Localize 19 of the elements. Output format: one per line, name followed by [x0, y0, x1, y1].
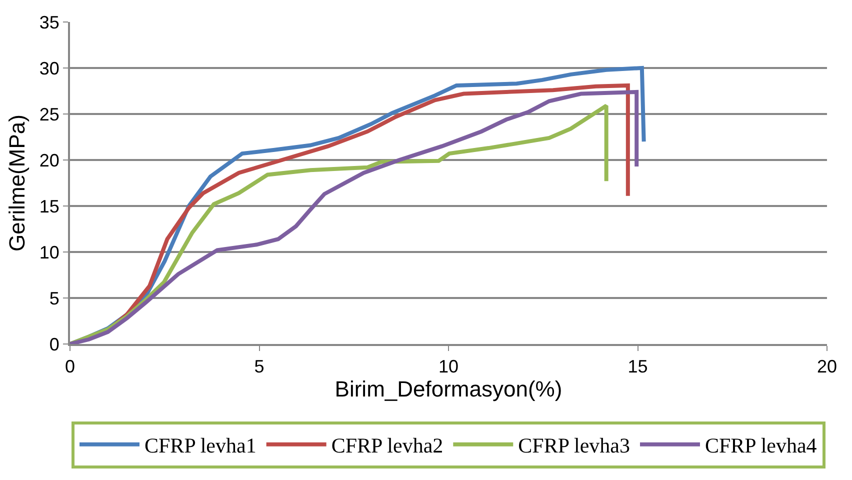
y-tick-label: 20: [39, 150, 60, 170]
y-tick-label: 0: [49, 334, 60, 354]
x-tick-label: 15: [628, 356, 648, 377]
legend-label: CFRP levha1: [144, 434, 256, 458]
legend-label: CFRP levha4: [704, 434, 818, 458]
x-tick-label: 20: [816, 356, 838, 377]
y-tick-label: 15: [39, 196, 60, 216]
y-tick-label: 35: [39, 12, 60, 32]
y-tick-label: 30: [39, 58, 60, 78]
y-tick-label: 5: [49, 288, 60, 308]
legend-label: CFRP levha3: [518, 434, 630, 458]
y-tick-label: 25: [39, 104, 60, 124]
y-tick-label: 10: [39, 242, 60, 262]
y-axis-title: Gerilme(MPa): [4, 114, 30, 252]
x-tick-label: 10: [438, 356, 459, 377]
x-tick-label: 0: [64, 356, 76, 377]
x-axis-title: Birim_Deformasyon(%): [334, 376, 562, 402]
legend-label: CFRP levha2: [331, 434, 444, 458]
x-tick-label: 5: [254, 356, 264, 377]
